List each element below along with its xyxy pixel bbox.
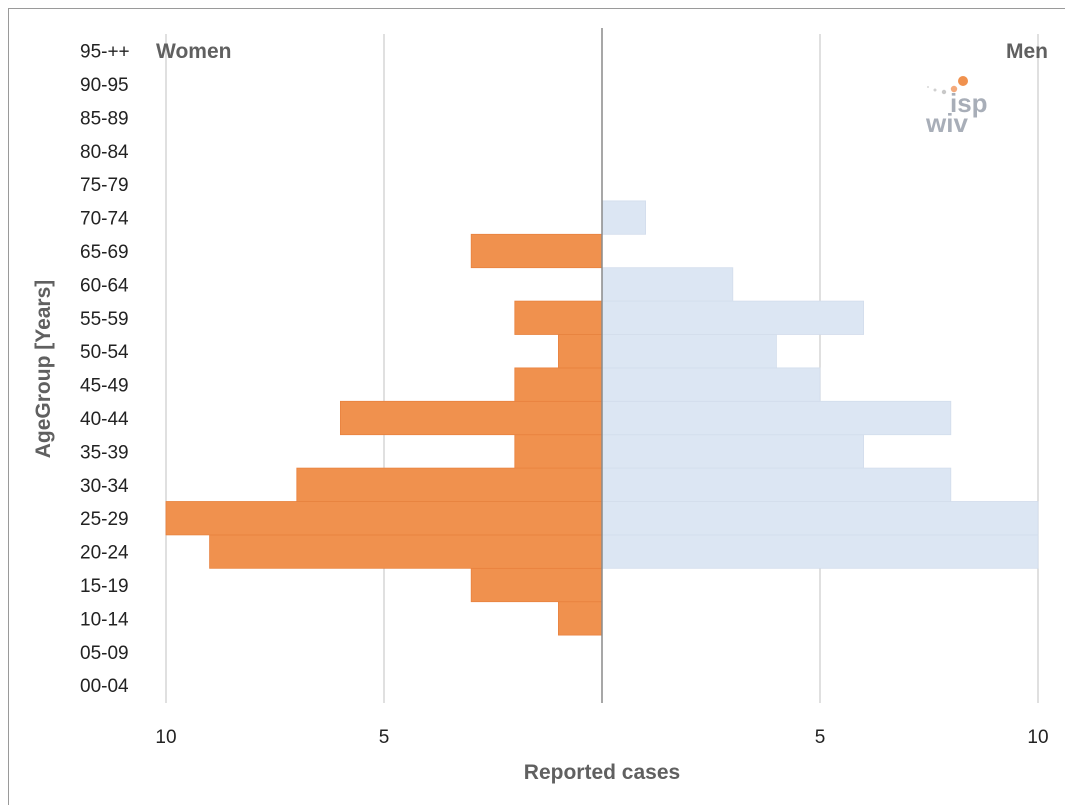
y-tick-label: 40-44	[80, 409, 129, 430]
men-bar-25-29	[601, 501, 1039, 536]
women-bar-10-14	[558, 601, 603, 636]
x-axis-title: Reported cases	[524, 761, 680, 784]
y-tick-label: 65-69	[80, 242, 129, 263]
x-tick-label: 5	[815, 727, 826, 748]
y-tick-label: 15-19	[80, 576, 129, 597]
y-axis-title: AgeGroup [Years]	[32, 280, 55, 459]
men-label: Men	[1006, 40, 1048, 63]
y-tick-label: 90-95	[80, 75, 129, 96]
x-tick-label: 10	[1027, 727, 1048, 748]
men-bar-20-24	[601, 534, 1039, 569]
women-label: Women	[156, 40, 231, 63]
women-bar-30-34	[296, 467, 603, 502]
men-bar-45-49	[601, 367, 821, 402]
women-bar-15-19	[470, 567, 603, 603]
chart-frame	[8, 8, 1065, 805]
logo-isp-text: isp	[950, 88, 988, 118]
bars	[165, 28, 1039, 703]
y-tick-label: 85-89	[80, 108, 129, 129]
women-bar-55-59	[514, 300, 603, 335]
y-tick-label: 25-29	[80, 509, 129, 530]
men-bar-55-59	[601, 300, 865, 335]
logo-wiv-text: wiv	[925, 108, 968, 136]
y-tick-label: 50-54	[80, 342, 129, 363]
x-tick-label: 10	[155, 727, 176, 748]
isp-wiv-logo: isp wiv	[925, 76, 988, 136]
y-tick-label: 00-04	[80, 676, 129, 697]
women-bar-50-54	[558, 334, 603, 369]
x-tick-label: 5	[379, 727, 390, 748]
y-tick-label: 80-84	[80, 142, 129, 163]
y-tick-label: 10-14	[80, 609, 129, 630]
y-tick-label: 55-59	[80, 309, 129, 330]
men-bar-35-39	[601, 434, 865, 469]
x-tick-labels: 10 5 5 10	[155, 727, 1048, 748]
y-tick-label: 70-74	[80, 209, 129, 230]
y-tick-label: 30-34	[80, 476, 129, 497]
y-tick-label: 45-49	[80, 376, 129, 397]
y-tick-labels: 00-04 05-09 10-14 15-19 20-24 25-29 30-34 35-39…	[80, 42, 130, 698]
women-bar-35-39	[514, 434, 603, 469]
y-tick-label: 35-39	[80, 442, 129, 463]
y-tick-label: 95-++	[80, 42, 130, 63]
women-bar-40-44	[339, 400, 603, 436]
women-bar-20-24	[209, 534, 603, 569]
women-bar-65-69	[470, 233, 603, 269]
men-bar-50-54	[601, 334, 777, 369]
men-bar-40-44	[601, 400, 952, 436]
men-bar-60-64	[601, 267, 734, 302]
y-tick-label: 05-09	[80, 643, 129, 664]
y-tick-label: 75-79	[80, 175, 129, 196]
women-bar-25-29	[165, 501, 603, 536]
men-bar-70-74	[601, 200, 646, 235]
y-tick-label: 60-64	[80, 275, 129, 296]
y-tick-label: 20-24	[80, 543, 129, 564]
women-bar-45-49	[514, 367, 603, 402]
men-bar-30-34	[601, 467, 952, 502]
